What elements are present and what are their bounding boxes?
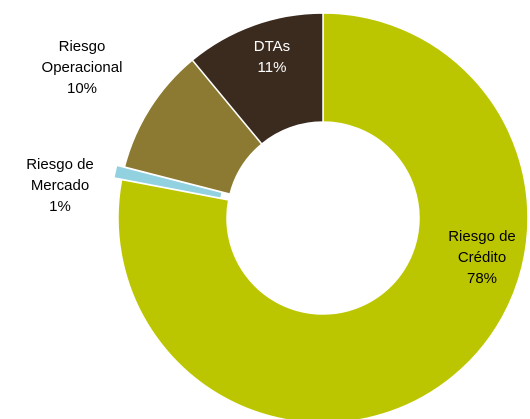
category-label: Riesgo Operacional [41,38,123,76]
category-label: Riesgo de Mercado [26,156,94,194]
donut-slice [117,12,529,419]
slice-label: DTAs 11% [232,36,312,78]
slice-label: Riesgo de Mercado 1% [8,154,112,217]
category-label: Riesgo de Crédito [448,228,516,266]
slice-label: Riesgo Operacional 10% [30,36,134,99]
donut-slice [191,12,324,146]
value-label: 11% [257,59,287,76]
value-label: 1% [49,198,71,215]
value-label: 10% [66,80,98,97]
slice-label: Riesgo de Crédito 78% [432,226,530,289]
category-label: DTAs [253,38,291,55]
value-label: 78% [466,270,498,287]
